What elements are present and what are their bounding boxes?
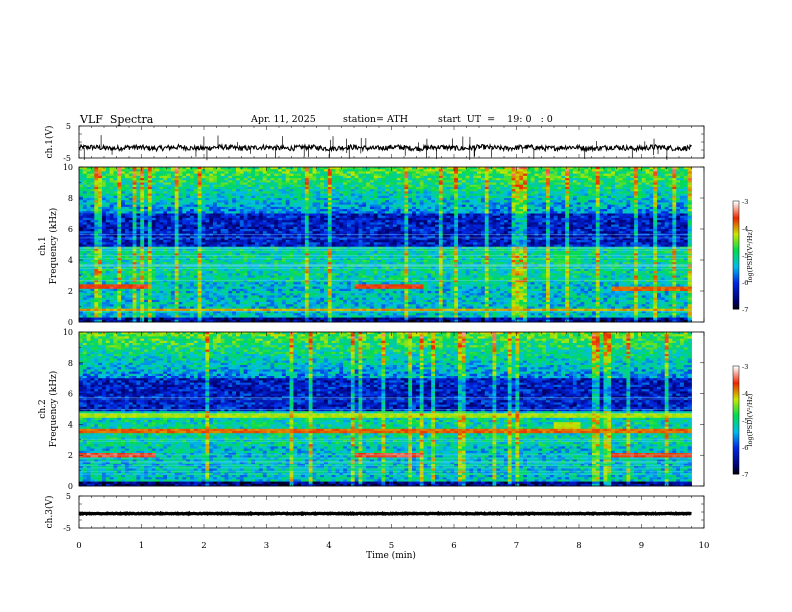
ch1-spectrogram-colorbar-tick-label: -3 xyxy=(742,198,748,206)
ch3-waveform-ytick-label: 5 xyxy=(66,492,71,501)
ch2-spectrogram-ytick-label: 0 xyxy=(68,482,73,491)
ch2-spectrogram-ytick-label: 8 xyxy=(68,359,73,368)
ch1-waveform-ylabel: ch.1(V) xyxy=(44,126,55,159)
ch1-spectrogram-channel-label: ch.1 xyxy=(38,236,48,255)
ch1-frequency-ylabel: Frequency (kHz) xyxy=(48,208,59,285)
x-tick-label: 6 xyxy=(451,541,456,551)
x-tick-label: 3 xyxy=(264,541,269,551)
ch1-spectrogram-colorbar-tick-label: -7 xyxy=(742,306,748,314)
ch3-waveform-ytick-label: -5 xyxy=(63,524,71,533)
x-tick-label: 8 xyxy=(576,541,581,551)
ch1-waveform-series-line xyxy=(78,143,692,153)
x-tick-label: 9 xyxy=(639,541,644,551)
x-tick-label: 0 xyxy=(76,541,81,551)
ch1-spectrogram-colorbar-frame xyxy=(732,200,740,310)
ch1-spectrogram-ytick-label: 10 xyxy=(63,163,73,172)
station-label: station= ATH xyxy=(343,114,408,125)
x-tick-label: 7 xyxy=(514,541,519,551)
ch2-spectrogram-ytick-label: 6 xyxy=(68,390,73,399)
ch1-waveform-ytick-label: 5 xyxy=(66,122,71,131)
ch2-spectrogram-colorbar-tick-label: -4 xyxy=(742,390,748,398)
ch2-spectrogram-colorbar-tick-label: -5 xyxy=(742,417,748,425)
ch1-spectrogram-ytick-label: 8 xyxy=(68,194,73,203)
x-tick-label: 1 xyxy=(139,541,144,551)
date-label: Apr. 11, 2025 xyxy=(251,114,316,125)
ch1-colorbar-label: log(PSD)(V²/Hz) xyxy=(746,229,754,282)
ch2-frequency-ylabel: Frequency (kHz) xyxy=(48,371,59,448)
ch1-spectrogram-colorbar-tick-label: -6 xyxy=(742,279,748,287)
ch2-colorbar-label: log(PSD)(V²/Hz) xyxy=(746,393,754,446)
ch1-waveform-frame xyxy=(78,125,705,159)
ch3-waveform-series-line xyxy=(78,510,692,517)
x-tick-label: 5 xyxy=(389,541,394,551)
x-axis-label: Time (min) xyxy=(366,550,416,561)
ch2-spectrogram-colorbar-tick-label: -3 xyxy=(742,363,748,371)
ch1-spectrogram-colorbar-tick-label: -4 xyxy=(742,225,748,233)
ch1-spectrogram-ytick-label: 2 xyxy=(68,287,73,296)
ch1-spectrogram-ytick-label: 6 xyxy=(68,225,73,234)
ch2-spectrogram-cells xyxy=(79,332,692,487)
ch1-spectrogram-ytick-label: 4 xyxy=(68,256,73,265)
ch1-spectrogram-colorbar-tick-label: -5 xyxy=(742,252,748,260)
ch1-waveform-ytick-label: -5 xyxy=(63,154,71,163)
ch2-spectrogram-colorbar-tick-label: -6 xyxy=(742,444,748,452)
x-tick-label: 2 xyxy=(201,541,206,551)
ch2-spectrogram-colorbar-tick-label: -7 xyxy=(742,471,748,479)
ch1-spectrogram-cells xyxy=(79,167,692,323)
ch2-spectrogram-channel-label: ch.2 xyxy=(38,399,48,418)
panels-group: 5-50246810-3-4-5-6-70246810-3-4-5-6-75-5… xyxy=(63,122,749,551)
ch2-spectrogram-colorbar xyxy=(733,366,739,475)
x-tick-label: 10 xyxy=(699,541,710,551)
ch2-spectrogram-ytick-label: 2 xyxy=(68,451,73,460)
ch2-spectrogram-colorbar-frame xyxy=(732,365,740,475)
ch1-spectrogram-ytick-label: 0 xyxy=(68,318,73,327)
x-tick-label: 4 xyxy=(326,541,331,551)
ch3-waveform-ylabel: ch.3(V) xyxy=(44,496,55,529)
ch1-spectrogram-colorbar xyxy=(733,201,739,310)
ch2-spectrogram-ytick-label: 10 xyxy=(63,328,73,337)
chart-title: VLF Spectra xyxy=(80,113,153,126)
start-ut-label: start UT = 19: 0 : 0 xyxy=(438,114,553,125)
ch2-spectrogram-ytick-label: 4 xyxy=(68,420,73,429)
